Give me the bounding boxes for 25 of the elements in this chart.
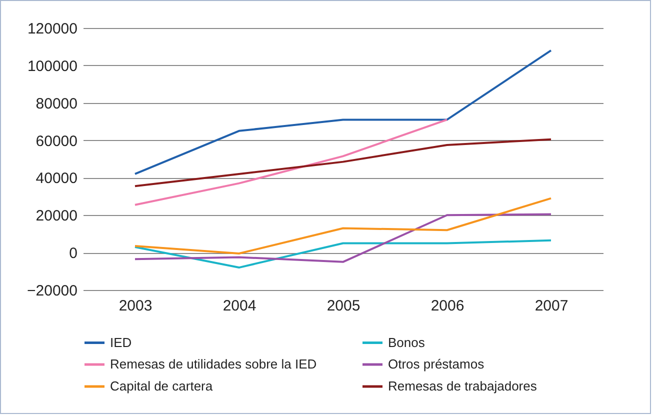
x-tick-label: 2007 [534, 298, 568, 314]
line-series [134, 118, 448, 206]
y-tick-label: −20000 [27, 282, 78, 300]
x-tick-label: 2004 [222, 298, 256, 314]
y-tick-label: 60000 [36, 132, 78, 150]
legend-label: Otros préstamos [388, 356, 485, 372]
x-tick-label: 2006 [430, 298, 464, 314]
legend-label: Bonos [388, 334, 426, 350]
legend-label: Remesas de trabajadores [388, 378, 538, 394]
y-tick-label: 20000 [36, 208, 78, 225]
line-series [134, 197, 552, 255]
y-tick-label: 40000 [36, 170, 78, 188]
y-tick-label: 120000 [27, 20, 78, 38]
y-tick-label: 100000 [27, 58, 78, 75]
line-series [134, 49, 552, 175]
line-series [134, 213, 552, 263]
y-tick-label: 0 [69, 245, 78, 262]
x-tick-label: 2003 [118, 298, 152, 314]
line-series [134, 138, 552, 188]
line-series [134, 239, 552, 269]
legend-label: Capital de cartera [110, 378, 214, 394]
legend-label: Remesas de utilidades sobre la IED [110, 356, 317, 372]
x-tick-label: 2005 [326, 298, 360, 314]
legend-label: IED [110, 334, 132, 350]
y-tick-label: 80000 [36, 95, 78, 112]
